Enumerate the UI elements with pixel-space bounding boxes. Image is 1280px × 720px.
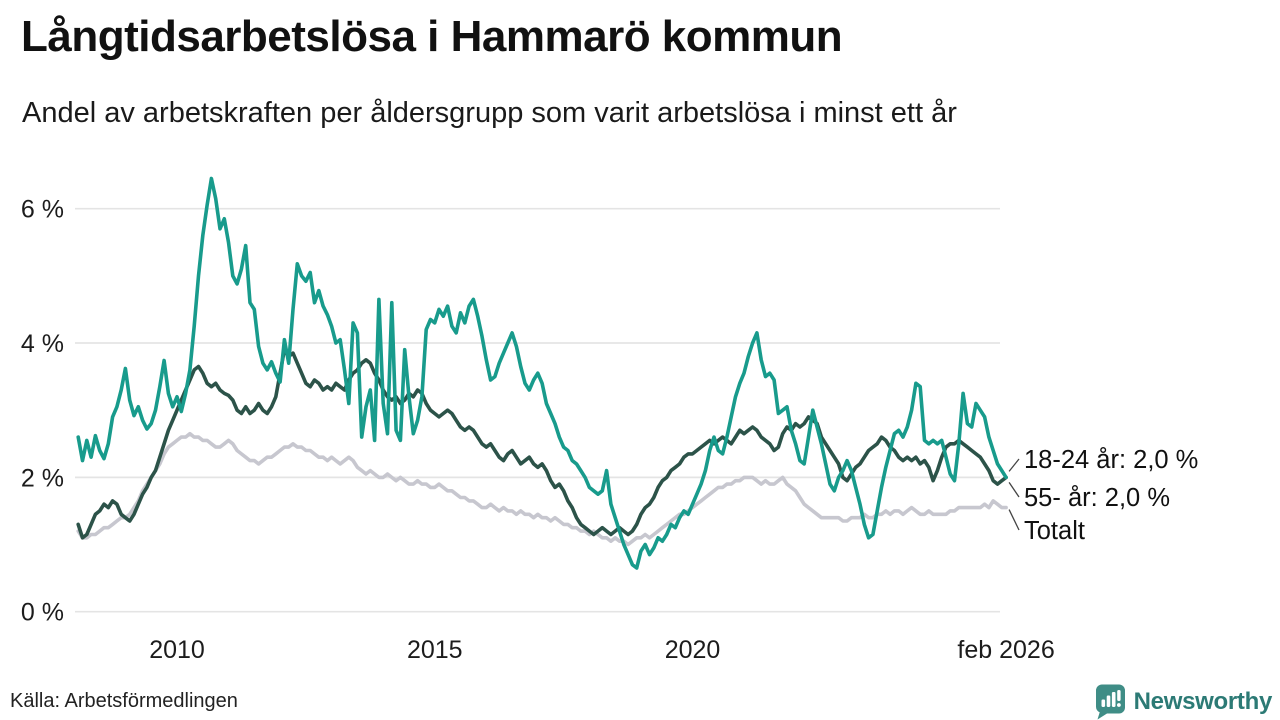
- x-tick-label: 2015: [407, 636, 463, 664]
- logo-bar-2: [1106, 695, 1110, 707]
- logo-bar-1: [1101, 699, 1105, 707]
- newsworthy-logo-text: Newsworthy: [1133, 687, 1273, 715]
- x-tick-label: 2010: [149, 636, 205, 664]
- source-note: Källa: Arbetsförmedlingen: [10, 690, 238, 712]
- x-tick-label: feb 2026: [957, 636, 1054, 664]
- annotation-55-r: 55- år: 2,0 %: [1024, 484, 1170, 512]
- annotation-leader-line: [1008, 509, 1020, 531]
- logo-exclamation-bar: [1116, 690, 1121, 701]
- annotation-18-24-r: 18-24 år: 2,0 %: [1024, 446, 1198, 474]
- annotation-leader-line: [1008, 458, 1020, 472]
- y-tick-label: 2 %: [21, 464, 64, 492]
- y-tick-label: 6 %: [21, 196, 64, 224]
- y-tick-label: 0 %: [21, 599, 64, 627]
- chart-subtitle: Andel av arbetskraften per åldersgrupp s…: [22, 97, 957, 129]
- newsworthy-logo: Newsworthy: [1094, 683, 1272, 720]
- page-title: Långtidsarbetslösa i Hammarö kommun: [21, 12, 843, 61]
- logo-exclamation-dot: [1116, 703, 1121, 707]
- newsworthy-logo-icon: [1095, 684, 1125, 720]
- annotation-leader-line: [1008, 481, 1020, 498]
- annotation-totalt: Totalt: [1024, 517, 1085, 545]
- series-line-totalt: [76, 431, 1008, 547]
- y-tick-label: 4 %: [21, 330, 64, 358]
- logo-bar-3: [1111, 692, 1116, 707]
- x-tick-label: 2020: [665, 636, 721, 664]
- logo-bubble-shape: [1095, 684, 1125, 720]
- series-line-18-24-r: [76, 176, 1008, 570]
- series-line-55-r: [76, 347, 1008, 540]
